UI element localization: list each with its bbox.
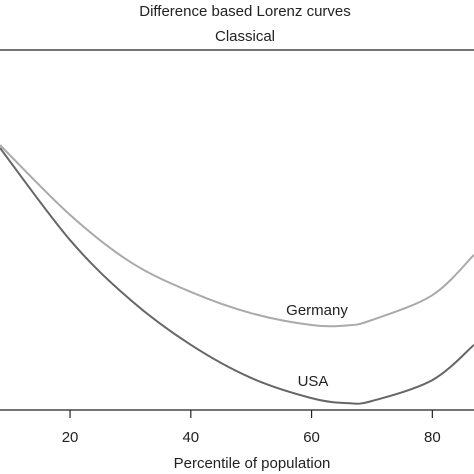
x-tick-label: 60 — [303, 429, 320, 446]
series-label: USA — [298, 373, 329, 390]
panel-title: Classical — [215, 28, 275, 45]
series-label: Germany — [286, 302, 348, 319]
x-tick-label: 20 — [62, 429, 79, 446]
series-line — [0, 147, 474, 405]
series-line — [0, 144, 474, 328]
x-axis-title: Percentile of population — [174, 455, 331, 472]
x-tick-label: 40 — [182, 429, 199, 446]
chart-title: Difference based Lorenz curves — [139, 3, 351, 20]
x-tick-label: 80 — [424, 429, 441, 446]
